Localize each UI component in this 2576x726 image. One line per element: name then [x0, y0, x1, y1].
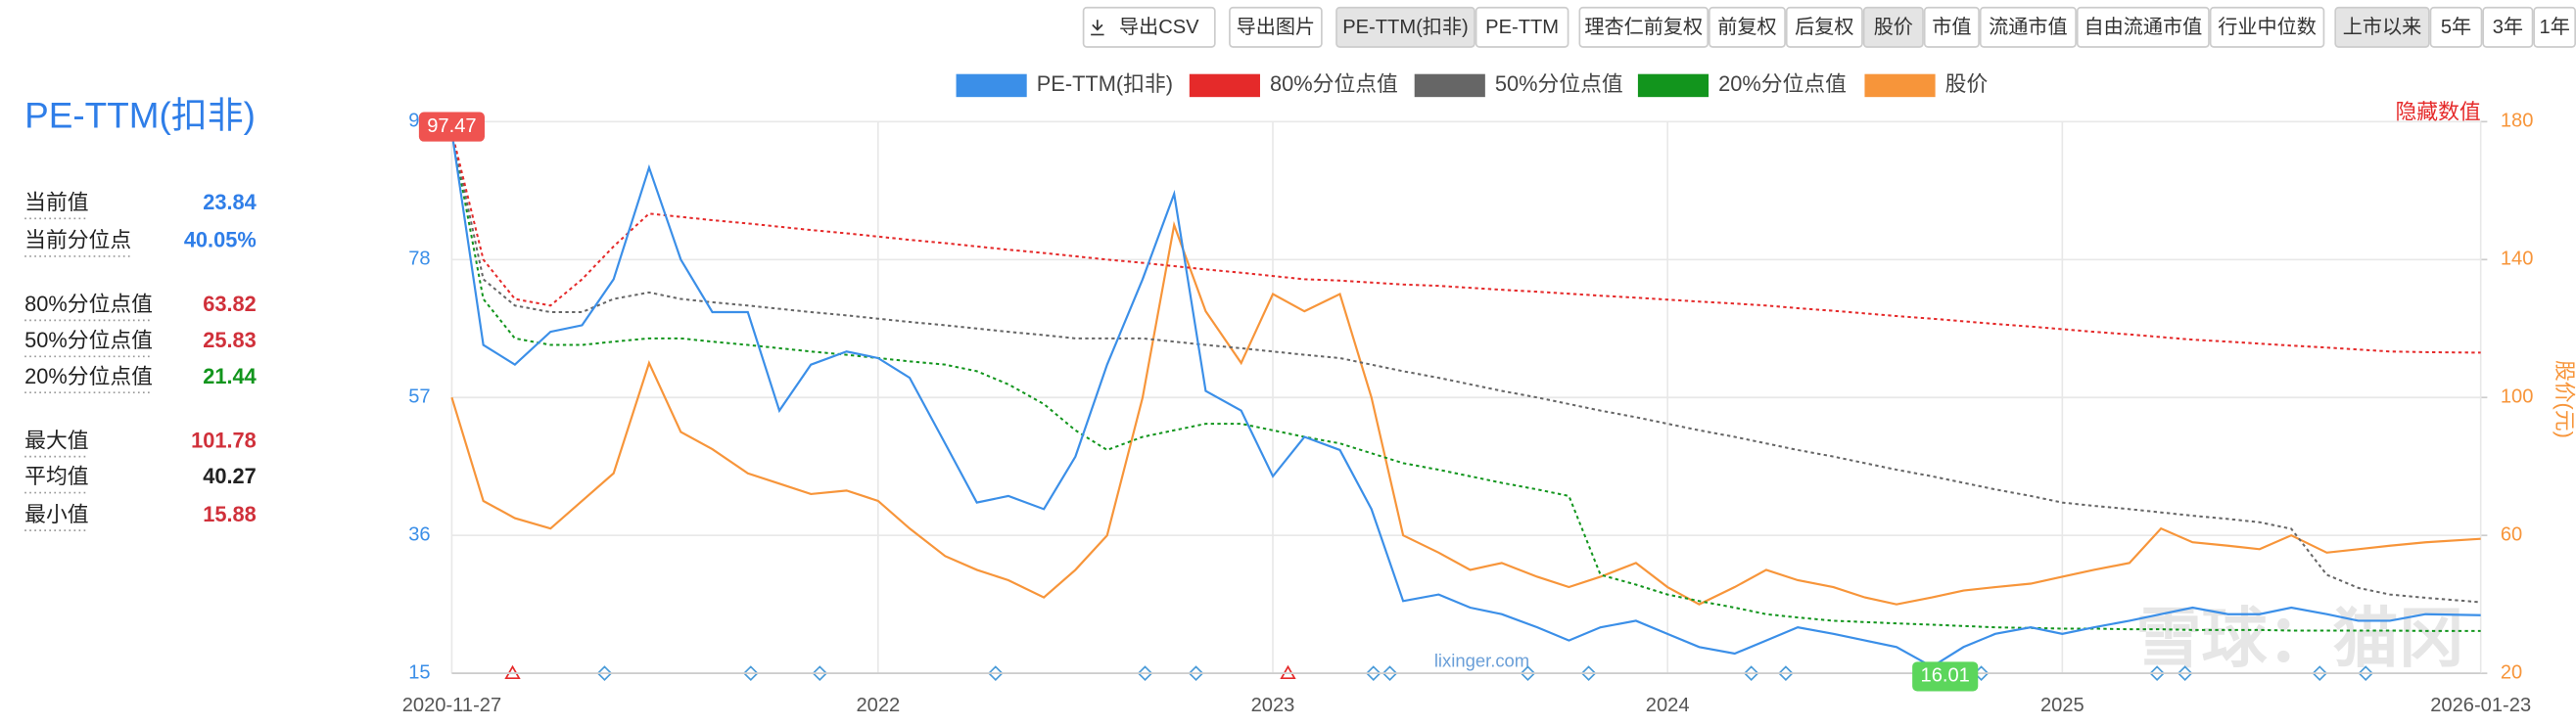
summary-label: 最小值 — [24, 502, 88, 526]
value-badge — [1912, 661, 1979, 692]
toolbar-button-label[interactable]: 股价 — [1874, 17, 1913, 38]
value-label: 97.47 — [427, 115, 476, 137]
x-tick-label: 2026-01-23 — [2430, 695, 2531, 716]
value-label: 16.01 — [1921, 665, 1970, 687]
legend-label[interactable]: 20%分位点值 — [1718, 71, 1847, 96]
summary-label: 50%分位点值 — [24, 328, 153, 352]
x-tick-label: 2022 — [856, 695, 900, 716]
summary-value: 15.88 — [203, 502, 257, 526]
summary-value: 23.84 — [203, 190, 257, 214]
summary-value: 40.05% — [184, 228, 257, 252]
toolbar-button[interactable] — [1862, 6, 1924, 48]
summary-value: 63.82 — [203, 292, 257, 316]
toolbar-button[interactable] — [1335, 6, 1475, 48]
summary-label: 20%分位点值 — [24, 364, 153, 388]
y-tick-label: 15 — [408, 661, 430, 683]
toolbar-button-label[interactable]: 市值 — [1932, 16, 1971, 38]
toolbar-button[interactable] — [1578, 6, 1710, 48]
hide-values[interactable]: 隐藏数值 — [2395, 100, 2480, 124]
toolbar-button[interactable] — [1709, 6, 1786, 48]
y-tick-label: 57 — [408, 386, 430, 408]
x-tick-label: 2025 — [2040, 695, 2084, 716]
y2-tick-label: 60 — [2501, 523, 2522, 545]
legend-label[interactable]: 80%分位点值 — [1270, 71, 1398, 96]
legend-label[interactable]: PE-TTM(扣非) — [1037, 71, 1173, 96]
summary-label: 当前值 — [24, 190, 88, 214]
toolbar-button[interactable] — [1785, 6, 1863, 48]
summary-label: 80%分位点值 — [24, 292, 153, 316]
toolbar-button[interactable] — [2076, 6, 2210, 48]
summary-value: 21.44 — [203, 364, 257, 388]
toolbar-button[interactable] — [1923, 6, 1980, 48]
toolbar-button-label[interactable]: 前复权 — [1717, 16, 1776, 38]
toolbar-button-label[interactable]: PE-TTM(扣非) — [1342, 16, 1469, 38]
toolbar-button[interactable] — [2482, 6, 2534, 48]
summary-label: 当前分位点 — [24, 228, 131, 252]
toolbar-button[interactable] — [2429, 6, 2483, 48]
toolbar-button-label[interactable]: 理杏仁前复权 — [1584, 16, 1703, 38]
summary-label: 最大值 — [24, 428, 88, 452]
value-badge — [418, 112, 485, 142]
series-line — [450, 131, 2481, 354]
legend-swatch[interactable] — [1189, 73, 1260, 98]
y2-axis-label: 股价(元) — [2553, 360, 2576, 438]
y-tick-label: 78 — [408, 249, 430, 270]
summary-value: 25.83 — [203, 328, 257, 352]
toolbar-button[interactable] — [2209, 6, 2325, 48]
toolbar-button-label[interactable]: 后复权 — [1795, 16, 1853, 38]
summary-label: 平均值 — [24, 464, 88, 488]
y2-tick-label: 180 — [2501, 111, 2534, 132]
series-line — [450, 131, 2481, 632]
toolbar-button[interactable] — [2334, 6, 2430, 48]
legend-label[interactable]: 股价 — [1945, 71, 1989, 96]
x-tick-label: 2023 — [1251, 695, 1295, 716]
toolbar-button-label[interactable]: 自由流通市值 — [2084, 16, 2202, 38]
toolbar-button-label[interactable]: 导出图片 — [1237, 16, 1315, 38]
series-line — [450, 131, 2481, 604]
panel-title: PE-TTM(扣非) — [24, 96, 256, 136]
toolbar-button[interactable] — [1979, 6, 2077, 48]
series-line — [450, 131, 2481, 668]
legend-swatch[interactable] — [1864, 73, 1936, 98]
toolbar-button[interactable] — [1082, 6, 1216, 48]
legend-label[interactable]: 50%分位点值 — [1495, 71, 1623, 96]
y2-tick-label: 20 — [2501, 661, 2522, 683]
legend-swatch[interactable] — [1637, 73, 1710, 98]
legend-swatch[interactable] — [956, 73, 1027, 98]
series-line — [450, 220, 2481, 606]
toolbar-button[interactable] — [1229, 6, 1323, 48]
download-icon — [1091, 20, 1104, 36]
legend-swatch[interactable] — [1414, 73, 1485, 98]
toolbar-button-label[interactable]: 行业中位数 — [2218, 16, 2317, 38]
summary-value: 101.78 — [191, 428, 257, 452]
toolbar-button-label[interactable]: 流通市值 — [1989, 16, 2068, 38]
x-tick-label: 2020-11-27 — [402, 695, 501, 716]
toolbar-button[interactable] — [2533, 6, 2576, 48]
y-tick-label: 36 — [408, 523, 430, 545]
toolbar-button-label[interactable]: 导出CSV — [1119, 16, 1199, 38]
toolbar-button-label[interactable]: 5年 — [2441, 16, 2471, 38]
y2-tick-label: 100 — [2501, 386, 2534, 408]
toolbar-button-label[interactable]: 上市以来 — [2343, 16, 2422, 38]
x-tick-label: 2024 — [1646, 695, 1690, 716]
summary-value: 40.27 — [203, 464, 257, 488]
toolbar-button-label[interactable]: PE-TTM — [1485, 17, 1559, 38]
watermark: 雪球：猫冈 — [2135, 603, 2464, 676]
y2-tick-label: 140 — [2501, 249, 2534, 270]
toolbar-button[interactable] — [1475, 6, 1569, 48]
toolbar-button-label[interactable]: 3年 — [2493, 16, 2523, 38]
watermark: lixinger.com — [1434, 650, 1529, 670]
toolbar-button-label[interactable]: 1年 — [2540, 16, 2570, 38]
